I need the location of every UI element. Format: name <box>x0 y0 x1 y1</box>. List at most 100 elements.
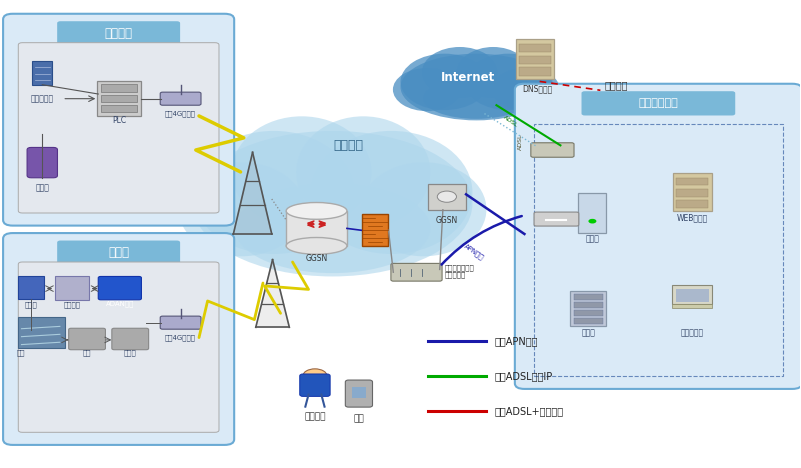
Text: Internet: Internet <box>441 71 496 84</box>
FancyBboxPatch shape <box>97 81 141 116</box>
Text: 放水洞: 放水洞 <box>108 246 129 259</box>
Text: 开度仪: 开度仪 <box>124 350 137 356</box>
FancyBboxPatch shape <box>99 277 142 300</box>
Ellipse shape <box>235 183 430 273</box>
FancyBboxPatch shape <box>18 43 219 213</box>
Text: GGSN: GGSN <box>305 254 328 263</box>
Ellipse shape <box>400 54 553 120</box>
FancyBboxPatch shape <box>55 276 89 300</box>
Circle shape <box>437 191 457 202</box>
FancyBboxPatch shape <box>391 263 442 281</box>
Text: 中心控制台: 中心控制台 <box>681 329 704 337</box>
Text: 闸门: 闸门 <box>17 350 25 356</box>
FancyBboxPatch shape <box>3 14 234 226</box>
FancyBboxPatch shape <box>672 285 712 304</box>
FancyBboxPatch shape <box>345 380 372 407</box>
Ellipse shape <box>286 203 347 219</box>
FancyBboxPatch shape <box>286 211 347 246</box>
Text: 移动内网: 移动内网 <box>333 139 364 152</box>
FancyBboxPatch shape <box>574 294 603 300</box>
Ellipse shape <box>231 117 372 228</box>
Ellipse shape <box>492 68 560 111</box>
FancyBboxPatch shape <box>673 173 711 211</box>
FancyBboxPatch shape <box>101 84 137 92</box>
Polygon shape <box>256 260 289 327</box>
Ellipse shape <box>422 47 497 98</box>
Circle shape <box>303 369 327 383</box>
Ellipse shape <box>296 117 430 228</box>
Text: WEB服务器: WEB服务器 <box>677 213 708 222</box>
Text: 水位测量: 水位测量 <box>105 27 133 40</box>
Text: 前置机: 前置机 <box>586 234 599 243</box>
FancyBboxPatch shape <box>32 61 52 85</box>
FancyBboxPatch shape <box>578 193 606 233</box>
FancyBboxPatch shape <box>519 44 551 52</box>
FancyBboxPatch shape <box>57 21 180 45</box>
FancyBboxPatch shape <box>18 262 219 432</box>
Ellipse shape <box>360 162 486 256</box>
FancyBboxPatch shape <box>675 289 709 302</box>
FancyBboxPatch shape <box>27 147 58 178</box>
Text: ADSL: ADSL <box>503 114 519 128</box>
FancyBboxPatch shape <box>101 95 137 102</box>
FancyBboxPatch shape <box>516 39 554 79</box>
FancyBboxPatch shape <box>300 374 330 396</box>
Ellipse shape <box>457 47 529 98</box>
FancyBboxPatch shape <box>672 304 712 308</box>
Ellipse shape <box>393 68 461 111</box>
Text: ADSL: ADSL <box>518 133 523 150</box>
FancyBboxPatch shape <box>531 143 574 157</box>
FancyBboxPatch shape <box>582 91 735 116</box>
FancyBboxPatch shape <box>570 291 606 326</box>
Ellipse shape <box>310 131 473 254</box>
FancyBboxPatch shape <box>112 328 149 350</box>
FancyBboxPatch shape <box>534 212 579 226</box>
Text: 起闭机: 起闭机 <box>25 301 38 308</box>
Polygon shape <box>233 153 272 234</box>
Text: ADAN模块: ADAN模块 <box>106 300 134 307</box>
Text: DNS服务器: DNS服务器 <box>522 85 553 94</box>
Text: 域名解析: 域名解析 <box>605 80 628 91</box>
FancyBboxPatch shape <box>519 56 551 64</box>
Text: 数据库: 数据库 <box>582 329 595 337</box>
Text: 手机: 手机 <box>353 415 364 424</box>
Text: PLC: PLC <box>112 116 126 125</box>
Text: 才茂4G路由器: 才茂4G路由器 <box>165 110 196 117</box>
FancyBboxPatch shape <box>3 233 234 445</box>
Text: 才茂4G路由器: 才茂4G路由器 <box>165 334 196 341</box>
FancyBboxPatch shape <box>676 200 708 208</box>
Text: 码盘: 码盘 <box>83 350 91 356</box>
Text: 公网ADSL固定IP: 公网ADSL固定IP <box>494 371 553 381</box>
Ellipse shape <box>400 54 489 110</box>
Ellipse shape <box>192 131 355 254</box>
Text: 接入路由器: 接入路由器 <box>445 271 465 278</box>
Circle shape <box>589 219 597 224</box>
Text: 水库调度中心: 水库调度中心 <box>638 98 678 109</box>
FancyBboxPatch shape <box>574 318 603 324</box>
FancyBboxPatch shape <box>574 310 603 316</box>
FancyBboxPatch shape <box>676 189 708 197</box>
FancyBboxPatch shape <box>352 387 366 398</box>
Text: GGSN: GGSN <box>436 216 458 226</box>
Text: APN专线: APN专线 <box>463 242 485 261</box>
Ellipse shape <box>465 54 553 110</box>
FancyBboxPatch shape <box>57 241 180 265</box>
FancyBboxPatch shape <box>676 178 708 185</box>
Text: 移动互联网企业: 移动互联网企业 <box>445 264 474 271</box>
Ellipse shape <box>179 162 304 256</box>
FancyBboxPatch shape <box>18 316 65 348</box>
FancyBboxPatch shape <box>18 276 44 300</box>
Text: 企业APN专线: 企业APN专线 <box>494 336 537 346</box>
FancyBboxPatch shape <box>101 105 137 112</box>
Text: 水位计: 水位计 <box>35 184 49 193</box>
FancyBboxPatch shape <box>160 316 201 329</box>
FancyBboxPatch shape <box>574 302 603 308</box>
Ellipse shape <box>192 131 473 277</box>
FancyBboxPatch shape <box>160 92 201 105</box>
Text: 控制电路: 控制电路 <box>63 301 80 308</box>
Ellipse shape <box>286 237 347 254</box>
Text: 液位传感器: 液位传感器 <box>30 94 54 103</box>
FancyBboxPatch shape <box>519 67 551 76</box>
Ellipse shape <box>423 78 529 119</box>
FancyBboxPatch shape <box>515 84 801 389</box>
